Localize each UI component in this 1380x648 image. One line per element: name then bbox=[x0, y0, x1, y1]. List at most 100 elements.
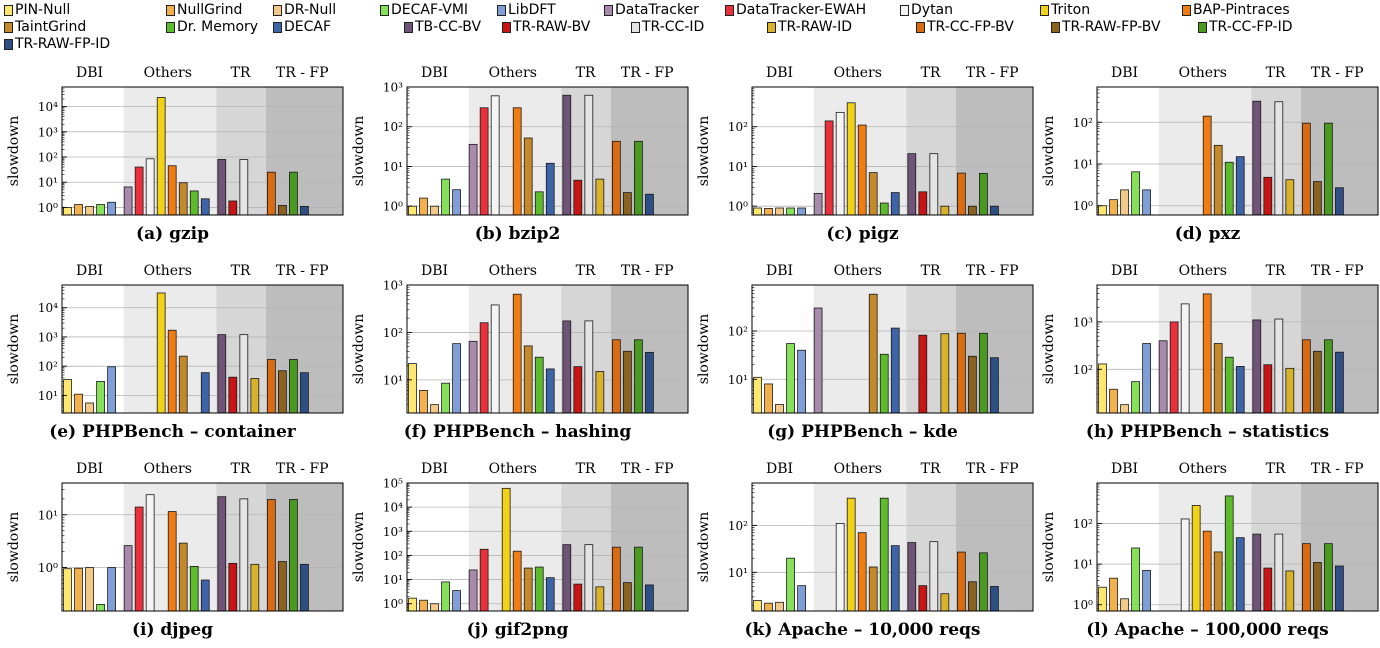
group-label: Others bbox=[489, 263, 537, 279]
bar-tr-cc-fp-id bbox=[979, 332, 988, 414]
bar-tr-cc-id bbox=[1274, 533, 1284, 612]
y-axis-label: slowdown bbox=[351, 314, 367, 384]
bar-tr-raw-fp-bv bbox=[1313, 181, 1322, 216]
bar-datatracker-ewah bbox=[479, 322, 489, 414]
bar-bap-pintraces bbox=[1202, 293, 1212, 414]
bar-tr-raw-fp-bv bbox=[623, 350, 632, 414]
legend-label: TR-CC-FP-ID bbox=[1209, 19, 1293, 35]
bar-libdft bbox=[797, 585, 806, 612]
chart-panel: 10⁰ 10¹ 10² 10³ slowdown DBI Others TR TR - FP (b… bbox=[345, 60, 690, 252]
bar-tr-raw-bv bbox=[573, 366, 583, 414]
chart-svg: 10⁰ 10¹ 10² 10³ 10⁴ 10⁵ slowdown DBI Others TR TR … bbox=[351, 461, 689, 612]
bar-decaf bbox=[545, 162, 555, 216]
tick-label: 10³ bbox=[383, 81, 403, 95]
panel-caption: (e) PHPBench – container bbox=[49, 422, 296, 442]
bar-decaf bbox=[200, 579, 210, 612]
bar-datatracker bbox=[813, 307, 823, 414]
group-region bbox=[407, 483, 469, 611]
bar-datatracker-ewah bbox=[479, 548, 489, 612]
bar-tr-raw-bv bbox=[228, 562, 238, 612]
group-label: TR - FP bbox=[1311, 65, 1364, 81]
bar-pin-null bbox=[753, 207, 762, 216]
bar-tb-cc-bv bbox=[1252, 533, 1262, 612]
bar-dr-null bbox=[775, 404, 784, 414]
bar-tr-cc-fp-id bbox=[634, 339, 643, 414]
bar-dr-null bbox=[430, 603, 439, 612]
bar-dytan bbox=[835, 111, 845, 216]
bar-dr-null bbox=[775, 601, 784, 612]
bar-tr-cc-fp-id bbox=[289, 359, 298, 414]
chart-panels: 10⁰ 10¹ 10² 10³ 10⁴ slowdown DBI Others TR TR - F… bbox=[0, 60, 1380, 647]
bar-dr-null bbox=[85, 402, 94, 414]
bar-tr-cc-fp-bv bbox=[1302, 339, 1311, 414]
group-label: DBI bbox=[421, 263, 448, 279]
bar-tr-raw-fp-id bbox=[990, 357, 999, 414]
bar-dr-memory bbox=[534, 356, 544, 414]
legend-item: TR-RAW-ID bbox=[767, 19, 852, 35]
bar-libdft bbox=[452, 343, 461, 414]
bar-tr-raw-id bbox=[940, 205, 950, 216]
legend-swatch bbox=[4, 38, 13, 50]
bar-tr-raw-fp-id bbox=[645, 351, 654, 414]
bar-tr-cc-id bbox=[584, 544, 594, 612]
chart-panel: 10¹ 10² slowdown DBI Others TR TR - FP (g) PHPB… bbox=[690, 258, 1035, 450]
plot-frame bbox=[406, 86, 689, 216]
bar-decaf-vmi bbox=[786, 343, 795, 414]
bar-dytan bbox=[1180, 518, 1190, 612]
legend-item: DR-Null bbox=[273, 2, 336, 18]
bar-dytan bbox=[490, 95, 500, 216]
legend-item: TR-RAW-FP-ID bbox=[4, 36, 110, 52]
group-label: TR bbox=[921, 263, 941, 279]
group-label: DBI bbox=[766, 263, 793, 279]
bar-triton bbox=[156, 97, 166, 216]
bar-tr-raw-fp-id bbox=[645, 584, 654, 612]
legend-item: TR-RAW-FP-BV bbox=[1051, 19, 1161, 35]
chart-svg: 10⁰ 10¹ 10² 10³ slowdown DBI Others TR TR - FP bbox=[351, 65, 689, 216]
bar-tr-raw-id bbox=[1285, 367, 1295, 414]
group-label: TR bbox=[231, 263, 251, 279]
legend-label: DataTracker bbox=[615, 2, 699, 18]
y-axis-label: slowdown bbox=[6, 116, 22, 186]
legend-item: TR-RAW-BV bbox=[502, 19, 590, 35]
group-label: Others bbox=[489, 461, 537, 477]
bar-dr-memory bbox=[189, 190, 199, 216]
legend-swatch bbox=[404, 21, 413, 33]
bar-datatracker bbox=[468, 340, 478, 414]
plot-frame bbox=[61, 284, 344, 414]
legend-item: BAP-Pintraces bbox=[1182, 2, 1290, 18]
bar-decaf-vmi bbox=[96, 604, 105, 612]
bar-tr-raw-fp-bv bbox=[968, 205, 977, 216]
bar-pin-null bbox=[753, 376, 762, 414]
tick-label: 10⁰ bbox=[728, 200, 748, 214]
legend-swatch bbox=[273, 4, 282, 16]
bar-taintgrind bbox=[178, 355, 188, 414]
legend-label: Triton bbox=[1051, 2, 1091, 18]
bar-tb-cc-bv bbox=[907, 153, 917, 216]
chart-svg: 10⁰ 10¹ 10² slowdown DBI Others TR TR - FP bbox=[1041, 65, 1379, 216]
bar-dr-null bbox=[430, 205, 439, 216]
legend-item: TaintGrind bbox=[4, 19, 86, 35]
bar-tr-cc-fp-id bbox=[1324, 122, 1333, 216]
chart-panel: 10⁰ 10¹ 10² 10³ 10⁴ slowdown DBI Others TR TR - F… bbox=[0, 60, 345, 252]
group-label: TR bbox=[576, 263, 596, 279]
legend-item: PIN-Null bbox=[4, 2, 70, 18]
bar-tr-cc-id bbox=[1274, 318, 1284, 414]
y-axis-label: slowdown bbox=[696, 512, 712, 582]
bar-bap-pintraces bbox=[512, 293, 522, 414]
bar-bap-pintraces bbox=[857, 532, 867, 612]
tick-label: 10⁴ bbox=[383, 501, 403, 515]
legend-swatch bbox=[166, 21, 175, 33]
bar-tr-raw-fp-bv bbox=[968, 581, 977, 612]
bar-tr-cc-fp-bv bbox=[957, 332, 966, 414]
tick-label: 10² bbox=[383, 549, 403, 563]
bar-libdft bbox=[1142, 343, 1151, 414]
bar-pin-null bbox=[1098, 586, 1107, 612]
group-label: TR bbox=[231, 461, 251, 477]
bar-taintgrind bbox=[178, 182, 188, 216]
bar-dr-null bbox=[1120, 404, 1129, 414]
bar-tr-raw-id bbox=[250, 563, 260, 612]
bar-taintgrind bbox=[868, 293, 878, 414]
panel-caption: (k) Apache – 10,000 reqs bbox=[744, 620, 981, 640]
y-axis-label: slowdown bbox=[6, 512, 22, 582]
group-label: Others bbox=[489, 65, 537, 81]
